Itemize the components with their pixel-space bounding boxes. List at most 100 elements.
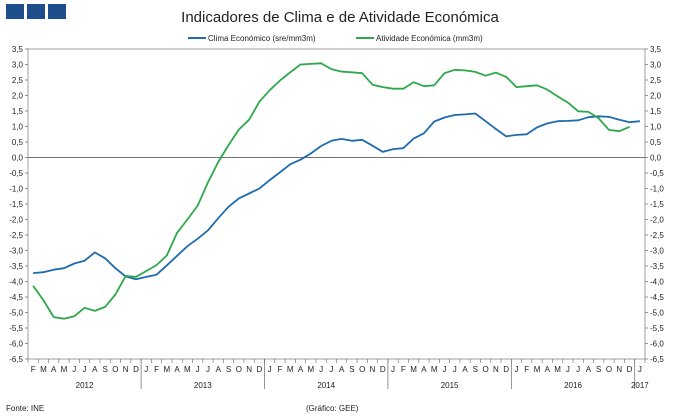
y-tick-label-left: 0,5 <box>12 138 24 147</box>
x-month-label: A <box>586 365 592 374</box>
y-tick-label-right: -4,0 <box>650 278 664 287</box>
x-month-label: N <box>123 365 129 374</box>
chart-title: Indicadores de Clima e de Atividade Econ… <box>181 9 499 26</box>
x-month-label: A <box>216 365 222 374</box>
y-tick-label-left: 3,5 <box>12 45 24 54</box>
y-tick-label-right: -4,5 <box>650 293 664 302</box>
logo-square <box>6 4 24 19</box>
y-tick-label-right: -6,5 <box>650 355 664 364</box>
x-month-label: J <box>638 365 642 374</box>
x-month-label: S <box>349 365 354 374</box>
x-year-label: 2014 <box>317 381 335 390</box>
x-year-label: 2013 <box>194 381 212 390</box>
x-month-label: M <box>287 365 294 374</box>
logo <box>6 4 66 19</box>
x-month-label: O <box>606 365 612 374</box>
y-tick-label-right: 3,0 <box>650 61 662 70</box>
x-month-label: O <box>482 365 488 374</box>
y-tick-label-left: 3,0 <box>12 61 24 70</box>
x-year-label: 2012 <box>76 381 94 390</box>
y-tick-label-right: -6,0 <box>650 340 664 349</box>
x-month-label: A <box>92 365 98 374</box>
y-tick-label-left: -5,5 <box>9 324 23 333</box>
y-tick-label-right: -3,5 <box>650 262 664 271</box>
x-month-label: J <box>206 365 210 374</box>
x-month-label: M <box>554 365 561 374</box>
y-tick-label-left: -4,5 <box>9 293 23 302</box>
x-year-label: 2016 <box>564 381 582 390</box>
y-tick-label-left: -5,0 <box>9 309 23 318</box>
y-tick-label-right: 2,5 <box>650 76 662 85</box>
x-month-label: J <box>319 365 323 374</box>
x-month-label: J <box>576 365 580 374</box>
x-month-label: D <box>256 365 262 374</box>
y-tick-label-right: 1,0 <box>650 123 662 132</box>
y-tick-label-left: -2,5 <box>9 231 23 240</box>
x-month-label: A <box>174 365 180 374</box>
y-tick-label-right: 0,0 <box>650 154 662 163</box>
logo-square <box>27 4 45 19</box>
x-month-label: D <box>133 365 139 374</box>
y-tick-label-right: -1,0 <box>650 185 664 194</box>
y-tick-label-right: -5,5 <box>650 324 664 333</box>
x-month-label: J <box>391 365 395 374</box>
x-month-label: M <box>534 365 541 374</box>
x-year-label: 2015 <box>441 381 459 390</box>
x-month-label: S <box>596 365 601 374</box>
x-month-label: J <box>514 365 518 374</box>
x-month-label: D <box>503 365 509 374</box>
x-month-label: D <box>627 365 633 374</box>
y-tick-label-right: -0,5 <box>650 169 664 178</box>
y-tick-label-left: 1,0 <box>12 123 24 132</box>
x-month-label: J <box>72 365 76 374</box>
y-tick-label-left: -0,5 <box>9 169 23 178</box>
x-month-label: A <box>462 365 468 374</box>
x-month-label: N <box>246 365 252 374</box>
x-month-label: M <box>184 365 191 374</box>
y-tick-label-left: -6,5 <box>9 355 23 364</box>
x-month-label: F <box>154 365 159 374</box>
x-month-label: M <box>431 365 438 374</box>
y-tick-label-right: -2,5 <box>650 231 664 240</box>
y-tick-label-left: -1,0 <box>9 185 23 194</box>
source-note: Fonte: INE <box>6 404 45 413</box>
x-month-label: J <box>144 365 148 374</box>
logo-square <box>48 4 66 19</box>
x-month-label: O <box>359 365 365 374</box>
y-tick-label-right: 0,5 <box>650 138 662 147</box>
y-tick-label-right: -1,5 <box>650 200 664 209</box>
x-month-label: M <box>307 365 314 374</box>
x-month-label: F <box>277 365 282 374</box>
legend-label: Atividade Económica (mm3m) <box>376 34 483 43</box>
y-tick-label-right: 1,5 <box>650 107 662 116</box>
x-month-label: A <box>339 365 345 374</box>
x-year-label: 2017 <box>631 381 649 390</box>
x-month-label: F <box>31 365 36 374</box>
x-month-label: J <box>268 365 272 374</box>
x-month-label: S <box>102 365 107 374</box>
x-month-label: N <box>493 365 499 374</box>
y-tick-label-left: 0,0 <box>12 154 24 163</box>
y-tick-label-left: -2,0 <box>9 216 23 225</box>
y-tick-label-left: 2,0 <box>12 92 24 101</box>
x-month-label: A <box>421 365 427 374</box>
x-month-label: F <box>401 365 406 374</box>
x-month-label: S <box>226 365 231 374</box>
series-line-clima <box>33 112 640 281</box>
y-tick-label-left: 2,5 <box>12 76 24 85</box>
y-tick-label-left: -3,0 <box>9 247 23 256</box>
x-month-label: M <box>40 365 47 374</box>
series-line-atividade <box>32 62 630 320</box>
y-tick-label-left: -1,5 <box>9 200 23 209</box>
y-tick-label-right: -2,0 <box>650 216 664 225</box>
x-month-label: M <box>410 365 417 374</box>
x-month-label: M <box>163 365 170 374</box>
chart-credit: (Gráfico: GEE) <box>306 404 359 413</box>
legend-label: Clima Económico (sre/mm3m) <box>208 34 316 43</box>
x-month-label: N <box>616 365 622 374</box>
x-month-label: J <box>453 365 457 374</box>
x-month-label: J <box>566 365 570 374</box>
x-month-label: J <box>83 365 87 374</box>
x-month-label: J <box>442 365 446 374</box>
